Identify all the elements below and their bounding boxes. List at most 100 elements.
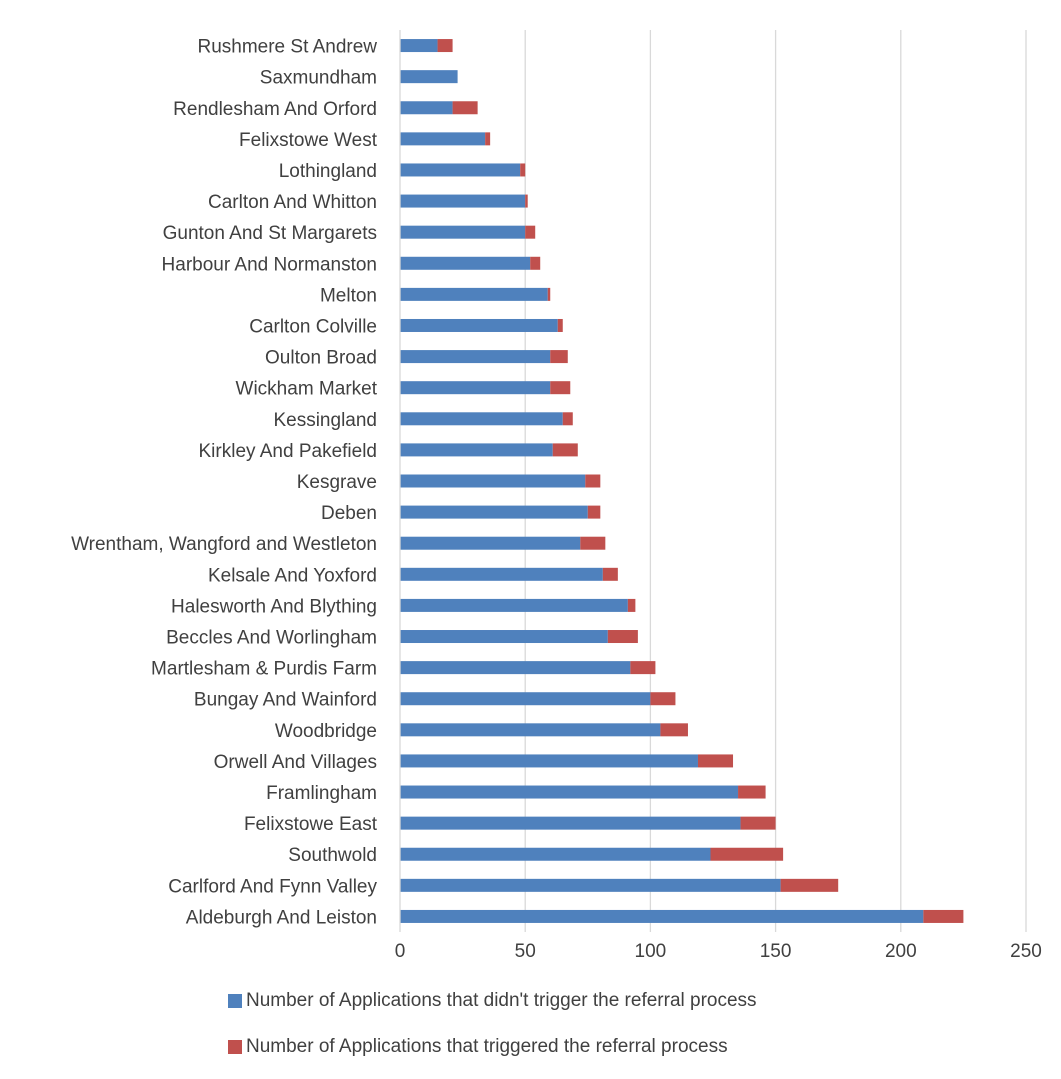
category-label-1: Saxmundham bbox=[260, 68, 377, 89]
bar-series-1-24 bbox=[400, 785, 739, 799]
category-label-23: Orwell And Villages bbox=[214, 752, 377, 773]
x-tick-label-0: 0 bbox=[395, 941, 406, 962]
bar-series-1-11 bbox=[400, 381, 551, 395]
category-label-19: Beccles And Worlingham bbox=[166, 628, 377, 649]
category-label-2: Rendlesham And Orford bbox=[173, 99, 377, 120]
category-label-20: Martlesham & Purdis Farm bbox=[151, 659, 377, 680]
bar-series-1-7 bbox=[400, 256, 531, 270]
bar-series-2-13 bbox=[552, 443, 578, 457]
bar-series-2-17 bbox=[602, 567, 618, 581]
bar-series-2-9 bbox=[557, 318, 563, 332]
bar-series-2-14 bbox=[585, 474, 601, 488]
bar-series-1-8 bbox=[400, 287, 548, 301]
category-label-26: Southwold bbox=[288, 845, 377, 866]
x-tick-label-150: 150 bbox=[760, 941, 792, 962]
stacked-bar-chart: Rushmere St Andrew Saxmundham Rendlesham A… bbox=[71, 30, 1042, 962]
category-label-27: Carlford And Fynn Valley bbox=[168, 876, 377, 897]
bar-series-1-21 bbox=[400, 692, 651, 706]
category-label-15: Deben bbox=[321, 503, 377, 524]
bar-series-2-11 bbox=[550, 381, 571, 395]
category-label-22: Woodbridge bbox=[275, 721, 377, 742]
bar-series-2-2 bbox=[452, 101, 478, 115]
category-label-13: Kirkley And Pakefield bbox=[199, 441, 378, 462]
category-label-9: Carlton Colville bbox=[249, 316, 377, 337]
category-label-16: Wrentham, Wangford and Westleton bbox=[71, 534, 377, 555]
legend-swatch-series-2 bbox=[228, 1040, 242, 1054]
bar-series-2-4 bbox=[520, 163, 526, 177]
bar-series-2-7 bbox=[530, 256, 541, 270]
bar-series-2-27 bbox=[780, 878, 839, 892]
bar-series-2-6 bbox=[525, 225, 536, 239]
x-tick-label-250: 250 bbox=[1010, 941, 1042, 962]
bar-series-1-19 bbox=[400, 630, 608, 644]
legend-item-series-2: Number of Applications that triggered th… bbox=[228, 1036, 728, 1058]
category-label-7: Harbour And Normanston bbox=[162, 254, 377, 275]
bar-series-2-25 bbox=[740, 816, 776, 830]
category-label-14: Kesgrave bbox=[297, 472, 377, 493]
bar-series-2-28 bbox=[923, 909, 964, 923]
bar-series-2-16 bbox=[580, 536, 606, 550]
category-label-24: Framlingham bbox=[266, 783, 377, 804]
bar-series-1-22 bbox=[400, 723, 661, 737]
bar-series-2-10 bbox=[550, 350, 568, 364]
bar-series-2-12 bbox=[562, 412, 573, 426]
bar-series-1-14 bbox=[400, 474, 586, 488]
bar-series-1-9 bbox=[400, 318, 558, 332]
legend-label-series-1: Number of Applications that didn't trigg… bbox=[246, 990, 757, 1011]
bar-series-1-20 bbox=[400, 661, 631, 675]
bar-series-2-26 bbox=[710, 847, 784, 861]
bar-series-1-0 bbox=[400, 39, 438, 53]
bar-series-1-10 bbox=[400, 350, 551, 364]
bar-series-1-5 bbox=[400, 194, 526, 208]
bar-series-1-17 bbox=[400, 567, 603, 581]
bar-series-1-23 bbox=[400, 754, 698, 768]
bar-series-2-22 bbox=[660, 723, 688, 737]
x-tick-label-50: 50 bbox=[515, 941, 536, 962]
bar-series-1-12 bbox=[400, 412, 563, 426]
bar-series-1-13 bbox=[400, 443, 553, 457]
category-label-6: Gunton And St Margarets bbox=[163, 223, 377, 244]
bar-series-1-4 bbox=[400, 163, 521, 177]
bar-series-2-5 bbox=[525, 194, 528, 208]
category-label-4: Lothingland bbox=[279, 161, 377, 182]
category-label-10: Oulton Broad bbox=[265, 348, 377, 369]
category-label-8: Melton bbox=[320, 285, 377, 306]
category-label-25: Felixstowe East bbox=[244, 814, 378, 835]
legend-item-series-1: Number of Applications that didn't trigg… bbox=[228, 990, 757, 1012]
bar-series-2-8 bbox=[547, 287, 551, 301]
x-tick-label-200: 200 bbox=[885, 941, 917, 962]
bar-series-1-6 bbox=[400, 225, 526, 239]
bar-series-1-28 bbox=[400, 909, 924, 923]
bar-series-2-3 bbox=[485, 132, 491, 146]
bar-series-1-27 bbox=[400, 878, 781, 892]
bar-series-2-23 bbox=[697, 754, 734, 768]
bar-series-1-1 bbox=[400, 70, 458, 84]
bar-series-1-3 bbox=[400, 132, 486, 146]
category-label-3: Felixstowe West bbox=[239, 130, 378, 151]
category-label-12: Kessingland bbox=[273, 410, 377, 431]
bar-series-2-19 bbox=[607, 630, 638, 644]
bar-series-2-18 bbox=[627, 598, 636, 612]
category-label-18: Halesworth And Blything bbox=[171, 596, 377, 617]
category-label-11: Wickham Market bbox=[236, 379, 378, 400]
category-label-5: Carlton And Whitton bbox=[208, 192, 377, 213]
legend-swatch-series-1 bbox=[228, 994, 242, 1008]
category-label-21: Bungay And Wainford bbox=[194, 690, 377, 711]
bar-series-2-24 bbox=[738, 785, 766, 799]
bar-series-1-18 bbox=[400, 598, 628, 612]
bar-series-1-16 bbox=[400, 536, 581, 550]
bar-series-1-26 bbox=[400, 847, 711, 861]
category-label-0: Rushmere St Andrew bbox=[197, 37, 377, 58]
bar-series-2-0 bbox=[437, 39, 453, 53]
bar-series-2-15 bbox=[587, 505, 601, 519]
bar-series-1-25 bbox=[400, 816, 741, 830]
legend-label-series-2: Number of Applications that triggered th… bbox=[246, 1036, 728, 1057]
bar-series-1-2 bbox=[400, 101, 453, 115]
category-label-28: Aldeburgh And Leiston bbox=[186, 907, 377, 928]
bar-series-1-15 bbox=[400, 505, 588, 519]
bar-series-2-21 bbox=[650, 692, 676, 706]
category-label-17: Kelsale And Yoxford bbox=[208, 565, 377, 586]
bar-series-2-20 bbox=[630, 661, 656, 675]
x-tick-label-100: 100 bbox=[635, 941, 667, 962]
